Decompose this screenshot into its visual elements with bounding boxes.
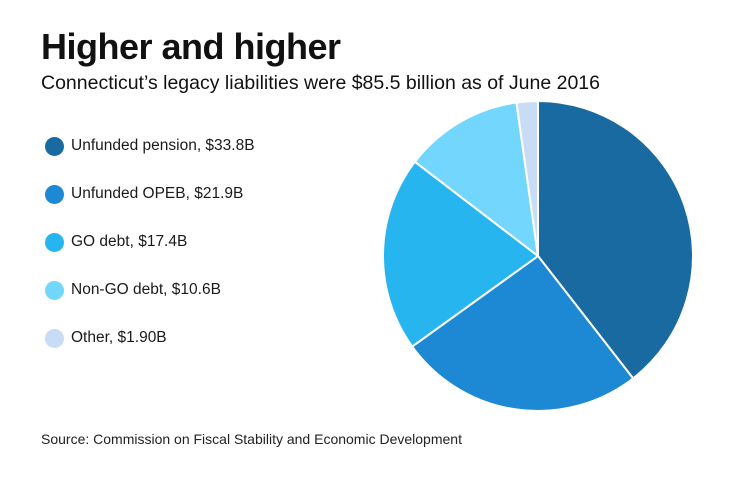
legend-label-other: Other, $1.90B [71,329,167,346]
legend-swatch-unfunded-opeb [45,184,64,204]
pie-chart [368,95,700,417]
legend-swatch-unfunded-pension [45,136,64,156]
legend-swatch-non-go-debt [45,280,64,300]
chart-title: Higher and higher [41,26,341,67]
legend-swatch-go-debt [45,232,64,252]
legend-label-unfunded-pension: Unfunded pension, $33.8B [71,137,255,154]
source-note: Source: Commission on Fiscal Stability a… [41,431,462,447]
pie-slice-unfunded-pension [537,100,694,380]
legend-item-other: Other, $1.90B [45,314,255,362]
pie-slice-unfunded-opeb [411,255,635,412]
legend-label-non-go-debt: Non-GO debt, $10.6B [71,281,221,298]
pie-slice-non-go-debt [413,101,539,257]
legend-label-go-debt: GO debt, $17.4B [71,233,188,250]
pie-slice-go-debt [382,160,539,348]
legend: Unfunded pension, $33.8B Unfunded OPEB, … [45,122,255,362]
chart-subtitle: Connecticut’s legacy liabilities were $8… [41,72,600,94]
legend-item-unfunded-pension: Unfunded pension, $33.8B [45,122,255,170]
legend-label-unfunded-opeb: Unfunded OPEB, $21.9B [71,185,244,202]
legend-item-go-debt: GO debt, $17.4B [45,218,255,266]
pie-slice-other [515,99,539,257]
legend-swatch-other [45,328,64,348]
legend-item-non-go-debt: Non-GO debt, $10.6B [45,266,255,314]
pie-chart-svg [382,99,694,412]
legend-item-unfunded-opeb: Unfunded OPEB, $21.9B [45,170,255,218]
